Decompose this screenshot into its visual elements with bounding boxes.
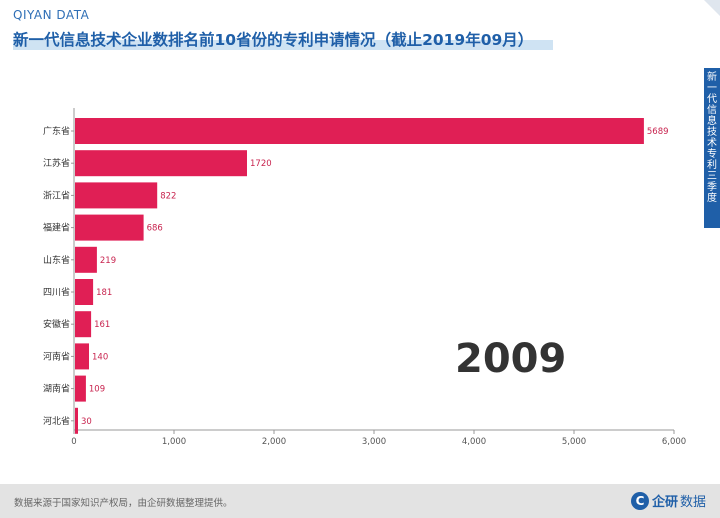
bar [75,182,158,209]
footer: 数据来源于国家知识产权局，由企研数据整理提供。 C 企研 数据 [0,484,720,518]
side-tab[interactable]: 新一代信息技术 专利 三季度 [704,68,720,228]
x-tick-label: 4,000 [462,437,486,447]
data-label: 161 [94,320,110,330]
data-label: 1720 [250,159,272,169]
logo-text-primary: 企研 [651,495,678,510]
bar [75,311,92,338]
year-label: 2009 [455,336,567,382]
category-label: 安徽省 [43,318,70,330]
x-tick-label: 0 [71,437,76,447]
bar [75,375,86,402]
bar [75,343,89,370]
data-label: 5689 [647,127,669,137]
data-label: 109 [89,385,105,395]
category-label: 广东省 [43,125,70,137]
category-label: 浙江省 [43,189,70,201]
bar [75,279,94,305]
bar [75,407,78,434]
bar-chart: 0 1,000 2,000 3,000 4,000 5,000 6,000 广东省 5689 江苏… [43,108,686,447]
side-tab-label: 新一代信息技术 专利 三季度 [707,72,717,204]
source-note: 数据来源于国家知识产权局，由企研数据整理提供。 [14,498,233,509]
data-label: 30 [81,417,92,427]
x-tick-label: 5,000 [562,437,586,447]
data-label: 140 [92,352,108,362]
category-label: 福建省 [43,222,70,234]
category-label: 山东省 [43,254,70,266]
bar [75,150,247,177]
title-underline [13,40,553,50]
category-label: 河北省 [43,415,70,427]
category-label: 河南省 [43,350,70,362]
corner-fold [704,0,720,16]
x-tick-label: 3,000 [362,437,386,447]
x-tick-label: 1,000 [162,437,186,447]
category-label: 四川省 [43,286,70,298]
data-label: 181 [96,288,112,298]
bar [75,118,644,144]
category-label: 湖南省 [43,383,70,395]
x-tick-label: 2,000 [262,437,286,447]
x-tick-label: 6,000 [662,437,686,447]
bar [75,246,97,273]
brand-label: QIYAN DATA [13,8,90,22]
company-logo: C 企研 数据 [630,491,706,510]
data-label: 686 [147,224,163,234]
logo-text-secondary: 数据 [679,495,706,510]
category-label: 江苏省 [43,157,70,169]
page-title: 新一代信息技术企业数排名前10省份的专利申请情况（截止2019年09月） [13,31,534,49]
bar [75,214,144,241]
data-label: 822 [160,191,176,201]
data-label: 219 [100,256,116,266]
logo-icon: C [630,491,649,510]
title-block: 新一代信息技术企业数排名前10省份的专利申请情况（截止2019年09月） [13,28,553,50]
